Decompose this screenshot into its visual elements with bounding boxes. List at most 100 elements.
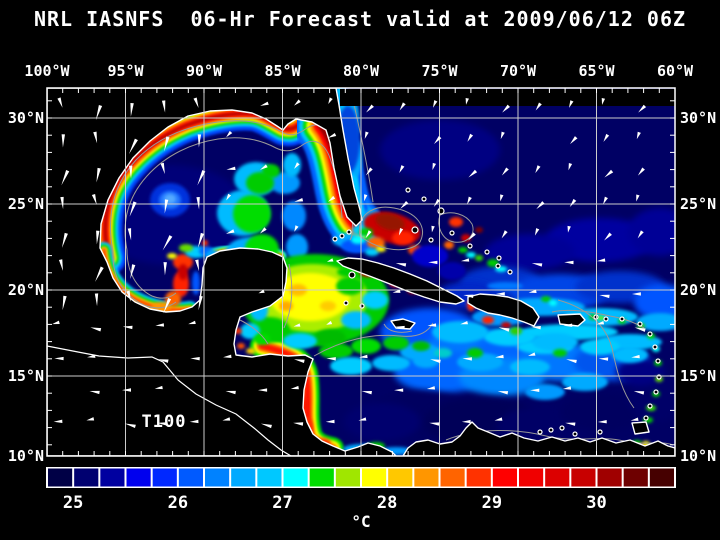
island: [548, 427, 554, 433]
field-feature-blob: [233, 195, 271, 233]
field-feature-blob: [173, 254, 193, 270]
velocity-arrow: [129, 165, 133, 179]
field-feature-blob: [484, 328, 536, 346]
velocity-arrow: [461, 419, 471, 424]
map-frame: [46, 87, 676, 457]
velocity-arrow: [430, 359, 441, 364]
longitude-label: 90°W: [186, 62, 223, 80]
field-region-blob: [634, 284, 675, 320]
velocity-arrow: [564, 260, 574, 265]
velocity-arrow: [225, 390, 236, 395]
velocity-arrow: [260, 423, 272, 429]
velocity-arrow: [190, 357, 200, 361]
velocity-arrow: [155, 323, 165, 327]
velocity-arrow: [631, 354, 640, 359]
velocity-arrow: [465, 97, 469, 105]
field-feature-blob: [501, 322, 511, 328]
velocity-arrow: [432, 162, 437, 171]
velocity-arrow: [127, 228, 132, 241]
field-region-blob: [485, 234, 575, 270]
latitude-label-left: 30°N: [8, 109, 44, 127]
velocity-arrow: [531, 263, 543, 267]
colorbar-segment: [623, 468, 648, 487]
latitude-label-right: 10°N: [680, 447, 716, 465]
velocity-arrow: [223, 354, 232, 358]
velocity-arrow: [535, 165, 541, 174]
bathymetry-contour: [351, 95, 374, 203]
velocity-arrow: [567, 225, 571, 233]
island: [495, 263, 501, 269]
velocity-arrow: [90, 327, 102, 332]
field-feature-blob: [270, 172, 300, 194]
longitude-label: 60°W: [657, 62, 694, 80]
field-feature-blob: [549, 300, 557, 306]
island: [653, 389, 659, 395]
model-domain-boundary: [340, 89, 675, 106]
velocity-arrow: [467, 133, 474, 142]
velocity-arrow: [294, 359, 305, 363]
field-feature-blob: [383, 336, 409, 350]
velocity-arrow: [501, 167, 509, 176]
bathymetry-contour: [239, 319, 269, 345]
field-feature-blob: [372, 355, 410, 371]
field-feature-blob: [237, 343, 245, 349]
velocity-arrow: [154, 385, 163, 390]
island: [467, 243, 473, 249]
field-feature-blob: [351, 236, 365, 244]
colorbar-segment: [74, 468, 99, 487]
velocity-arrow: [432, 100, 438, 108]
field-feature-blob: [458, 247, 468, 253]
colorbar-segment: [126, 468, 151, 487]
velocity-arrow: [91, 193, 97, 205]
velocity-arrow: [604, 169, 614, 178]
field-feature-blob: [246, 172, 274, 194]
field-feature-blob: [202, 240, 208, 246]
velocity-arrow: [460, 258, 470, 262]
velocity-arrow: [638, 104, 647, 113]
velocity-arrow: [60, 196, 64, 210]
island: [572, 431, 578, 437]
velocity-arrow: [364, 194, 368, 202]
field-feature-blob: [457, 353, 503, 371]
island: [428, 237, 434, 243]
bathymetry-contour: [126, 249, 177, 299]
velocity-arrow: [61, 134, 65, 148]
velocity-arrow: [197, 134, 202, 148]
island: [484, 249, 490, 255]
velocity-arrow: [366, 104, 374, 113]
velocity-arrow: [637, 167, 645, 176]
longitude-label: 85°W: [264, 62, 301, 80]
velocity-arrow: [128, 138, 138, 155]
velocity-arrow: [124, 423, 136, 429]
field-feature-blob: [444, 241, 454, 249]
field-feature-blob: [283, 333, 317, 349]
velocity-vector-layer: [52, 97, 647, 429]
velocity-arrow: [634, 327, 646, 332]
velocity-arrow: [197, 232, 205, 248]
velocity-arrow: [195, 259, 200, 272]
island: [348, 271, 356, 279]
field-feature-blob: [320, 301, 336, 311]
velocity-arrow: [290, 385, 299, 390]
colorbar-tick-label: 29: [482, 493, 502, 513]
velocity-arrow: [259, 164, 268, 170]
island: [647, 403, 653, 409]
island: [597, 429, 603, 435]
velocity-arrow: [96, 167, 101, 183]
island: [405, 187, 411, 193]
velocity-arrow: [328, 195, 336, 202]
pacific-coastline: [47, 345, 292, 456]
velocity-arrow: [58, 259, 63, 271]
island: [346, 229, 352, 235]
field-feature-blob: [482, 316, 494, 324]
velocity-arrow: [399, 102, 406, 111]
island: [343, 300, 349, 306]
latitude-label-right: 30°N: [680, 109, 716, 127]
velocity-arrow: [433, 198, 441, 207]
island: [421, 196, 427, 202]
velocity-arrow: [358, 417, 367, 421]
velocity-arrow: [260, 101, 269, 106]
velocity-arrow: [294, 99, 301, 106]
island: [637, 321, 643, 327]
colorbar-unit-label: °C: [351, 512, 370, 531]
